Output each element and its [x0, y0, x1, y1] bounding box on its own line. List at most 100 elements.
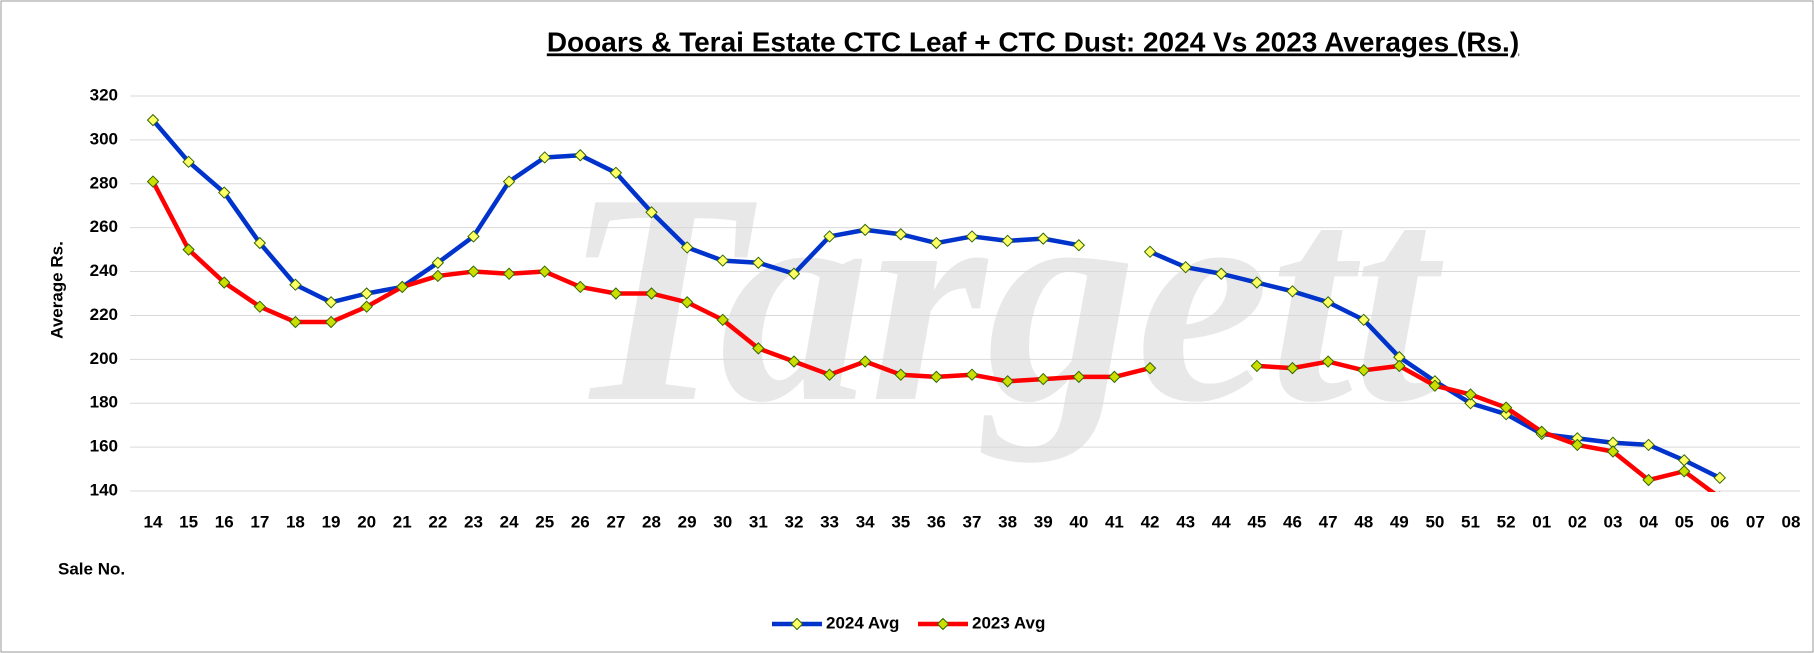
data-point [716, 313, 729, 327]
y-tick-label: 140 [90, 480, 118, 499]
data-point [1642, 438, 1655, 452]
data-point [752, 256, 765, 269]
y-tick-label: 220 [90, 305, 118, 324]
x-tick-label: 20 [357, 512, 376, 531]
data-point [930, 370, 943, 384]
y-axis-label: Average Rs. [47, 241, 66, 339]
data-point [1286, 361, 1299, 375]
x-tick-label: 22 [428, 512, 447, 531]
x-tick-label: 04 [1639, 512, 1658, 531]
x-tick-label: 15 [179, 512, 198, 531]
x-tick-label: 37 [963, 512, 982, 531]
x-tick-label: 42 [1141, 512, 1160, 531]
x-tick-label: 48 [1354, 512, 1373, 531]
data-point [752, 342, 765, 355]
x-tick-label: 32 [784, 512, 803, 531]
data-point [965, 230, 979, 243]
data-point [1072, 239, 1086, 252]
x-tick-label: 47 [1319, 512, 1338, 531]
data-point [965, 368, 979, 381]
x-axis-label: Sale No. [58, 559, 125, 578]
data-point [930, 236, 943, 250]
x-tick-label: 39 [1034, 512, 1053, 531]
data-point [1428, 379, 1442, 392]
x-tick-label: 24 [500, 512, 519, 531]
data-point [431, 269, 445, 283]
x-tick-label: 19 [322, 512, 341, 531]
legend-marker [790, 617, 804, 631]
data-point [1001, 234, 1014, 248]
x-tick-label: 26 [571, 512, 590, 531]
x-tick-label: 45 [1247, 512, 1266, 531]
x-tick-label: 38 [998, 512, 1017, 531]
data-point [360, 287, 373, 300]
x-tick-label: 02 [1568, 512, 1587, 531]
data-point [574, 280, 587, 294]
x-tick-label: 52 [1497, 512, 1516, 531]
y-tick-label: 320 [90, 85, 118, 104]
data-point [1571, 438, 1584, 452]
data-point [1713, 471, 1726, 485]
data-point [645, 206, 658, 219]
data-point [1606, 445, 1620, 458]
data-point [1250, 359, 1264, 373]
y-tick-label: 260 [90, 217, 118, 236]
data-point [1037, 232, 1050, 245]
y-tick-label: 160 [90, 437, 118, 456]
data-point [218, 276, 231, 289]
data-point [324, 296, 338, 309]
x-tick-label: 30 [713, 512, 732, 531]
data-point [680, 296, 694, 309]
data-point [1535, 425, 1548, 438]
x-tick-label: 43 [1176, 512, 1195, 531]
data-point [1464, 388, 1477, 401]
data-point [1286, 285, 1299, 298]
data-point [1072, 370, 1086, 384]
data-point [324, 315, 338, 329]
y-tick-label: 200 [90, 349, 118, 368]
data-point [1108, 370, 1121, 384]
data-point [1357, 364, 1370, 377]
data-point [609, 287, 623, 300]
data-point [467, 230, 480, 243]
x-tick-label: 35 [891, 512, 910, 531]
x-tick-label: 05 [1675, 512, 1694, 531]
data-point [218, 186, 231, 199]
data-point [396, 280, 409, 294]
x-tick-label: 21 [393, 512, 412, 531]
x-tick-label: 29 [678, 512, 697, 531]
legend-label: 2024 Avg [826, 613, 899, 632]
data-point [1037, 372, 1050, 386]
y-tick-label: 240 [90, 261, 118, 280]
x-tick-label: 34 [856, 512, 875, 531]
x-tick-label: 46 [1283, 512, 1302, 531]
x-tick-label: 01 [1532, 512, 1551, 531]
data-point [1321, 355, 1335, 368]
x-tick-label: 51 [1461, 512, 1480, 531]
data-point [894, 368, 907, 381]
data-point [858, 223, 872, 237]
x-tick-label: 17 [250, 512, 269, 531]
data-point [787, 355, 801, 368]
legend-label: 2023 Avg [972, 613, 1045, 632]
x-tick-label: 36 [927, 512, 946, 531]
chart-title: Dooars & Terai Estate CTC Leaf + CTC Dus… [547, 26, 1519, 57]
data-point [253, 236, 267, 250]
y-tick-label: 280 [90, 173, 118, 192]
data-point [1001, 375, 1014, 388]
data-point [1321, 296, 1335, 309]
data-point [146, 113, 160, 127]
data-point [289, 315, 302, 329]
data-point [645, 287, 658, 300]
data-point [502, 175, 516, 188]
plot-area [146, 113, 1726, 492]
x-tick-label: 41 [1105, 512, 1124, 531]
x-tick-label: 33 [820, 512, 839, 531]
x-tick-label: 50 [1425, 512, 1444, 531]
x-tick-label: 27 [606, 512, 625, 531]
data-point [1393, 359, 1406, 373]
data-point [574, 149, 587, 162]
x-tick-label: 03 [1603, 512, 1622, 531]
